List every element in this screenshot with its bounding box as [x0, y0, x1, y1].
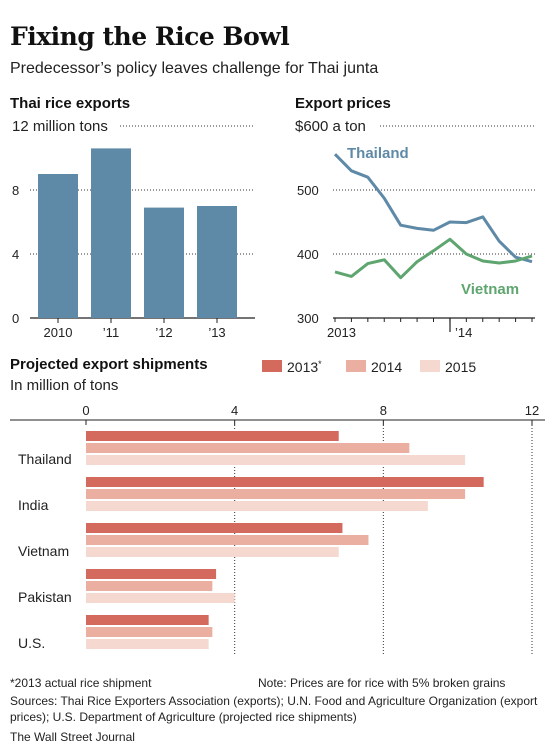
- chart3-bar-2013: [86, 569, 217, 579]
- chart3-xtick-label: 4: [231, 403, 238, 418]
- series-label-thailand: Thailand: [347, 145, 409, 162]
- chart1-xtick-label: ’11: [103, 325, 119, 340]
- legend-swatch-2013: [262, 360, 282, 372]
- chart3-xtick-label: 12: [525, 403, 539, 418]
- chart3-title: Projected export shipments: [10, 356, 208, 373]
- chart2-ytick-label: 400: [297, 247, 319, 262]
- chart3-bar-2013: [86, 523, 343, 533]
- sources: Sources: Thai Rice Exporters Association…: [10, 694, 538, 724]
- chart2-ytick-label: 300: [297, 311, 319, 326]
- chart1-ytick-label: 4: [12, 247, 19, 262]
- legend-swatch-2015: [420, 360, 440, 372]
- chart1-ytick-label: 0: [12, 311, 19, 326]
- chart1-xtick-label: ’12: [155, 325, 172, 340]
- chart3-category-label: India: [18, 497, 49, 513]
- chart2-xtick-label: ’14: [455, 325, 472, 340]
- chart3-bar-2014: [86, 581, 213, 591]
- chart3-bar-2014: [86, 489, 466, 499]
- series-label-vietnam: Vietnam: [461, 281, 519, 298]
- chart1-xtick-label: 2010: [44, 325, 73, 340]
- dek: Predecessor’s policy leaves challenge fo…: [10, 60, 379, 77]
- footnote: *2013 actual rice shipment: [10, 676, 152, 690]
- chart3-bar-2015: [86, 455, 466, 465]
- chart1-bar: [91, 148, 131, 318]
- chart1-bar: [144, 207, 184, 318]
- chart3-category-label: Pakistan: [18, 589, 72, 605]
- chart2-title: Export prices: [295, 95, 391, 112]
- chart3-category-label: U.S.: [18, 635, 45, 651]
- credit: The Wall Street Journal: [10, 730, 135, 744]
- chart3-bar-2015: [86, 593, 235, 603]
- chart2-unit-label: $600 a ton: [295, 118, 366, 135]
- chart1-bar: [197, 206, 237, 318]
- chart3-bar-2015: [86, 501, 428, 511]
- chart3-bar-2015: [86, 639, 209, 649]
- legend-note-marker: *: [318, 359, 322, 369]
- chart3-bar-2014: [86, 627, 213, 637]
- chart3-bar-2014: [86, 535, 369, 545]
- projected-shipments-chart: Projected export shipments In million of…: [10, 356, 545, 655]
- legend-label-2013: 2013*: [287, 359, 322, 375]
- chart3-xtick-label: 0: [82, 403, 89, 418]
- chart3-category-label: Thailand: [18, 451, 72, 467]
- chart1-bar: [38, 174, 78, 318]
- chart1-unit-label: 12 million tons: [12, 118, 108, 135]
- chart2-ytick-label: 500: [297, 183, 319, 198]
- export-prices-chart: Export prices $600 a ton 300 400 500 2013 ’1…: [295, 95, 535, 340]
- price-note: Note: Prices are for rice with 5% broken…: [258, 676, 506, 690]
- legend-label-2014: 2014: [371, 359, 402, 375]
- thai-rice-exports-chart: Thai rice exports 12 million tons 0 4 8 201…: [10, 95, 255, 340]
- chart2-line-vietnam: [334, 237, 533, 280]
- chart3-bar-2015: [86, 547, 339, 557]
- chart2-line-thailand: [333, 153, 533, 264]
- chart3-legend: 2013* 2014 2015: [262, 359, 476, 375]
- chart3-bar-2013: [86, 477, 484, 487]
- chart1-title: Thai rice exports: [10, 95, 130, 112]
- chart1-ytick-label: 8: [12, 183, 19, 198]
- legend-label-2015: 2015: [445, 359, 476, 375]
- chart3-category-label: Vietnam: [18, 543, 69, 559]
- chart2-xtick-label: 2013: [327, 325, 356, 340]
- chart3-bar-2013: [86, 615, 209, 625]
- headline: Fixing the Rice Bowl: [10, 22, 290, 51]
- chart3-bar-2013: [86, 431, 339, 441]
- chart3-bar-2014: [86, 443, 410, 453]
- chart1-xtick-label: ’13: [208, 325, 225, 340]
- chart3-subtitle: In million of tons: [10, 377, 118, 394]
- chart3-xtick-label: 8: [380, 403, 387, 418]
- legend-swatch-2014: [346, 360, 366, 372]
